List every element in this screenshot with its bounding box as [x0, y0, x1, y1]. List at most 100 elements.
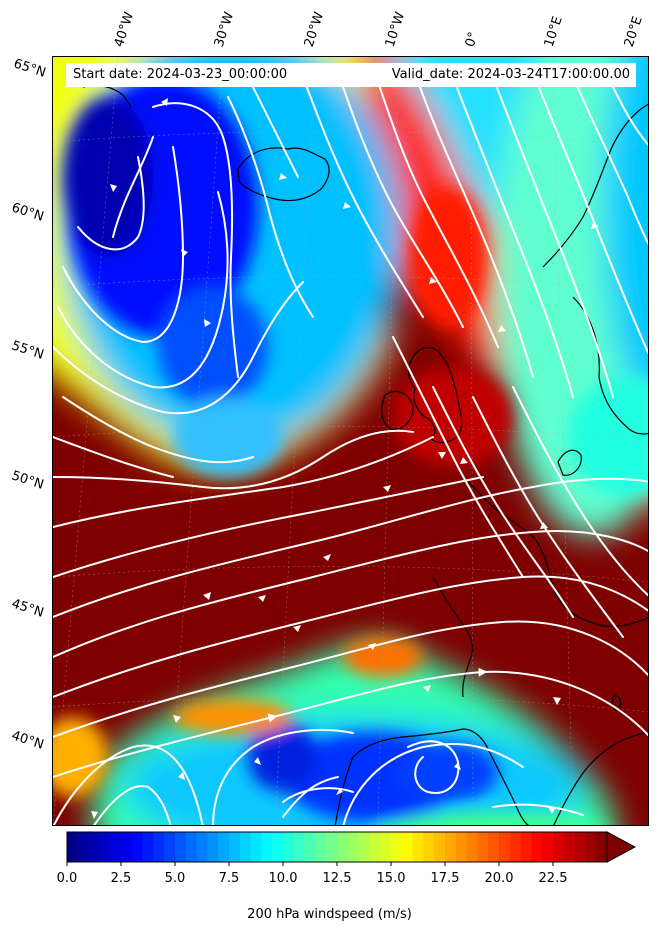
streamlines: [53, 66, 648, 825]
arrow: [383, 485, 391, 492]
streamline: [53, 436, 174, 478]
colorbar-segment: [531, 832, 543, 862]
colorbar-segment: [110, 832, 122, 862]
arrow: [323, 554, 331, 561]
colorbar-tick-label: 2.5: [110, 871, 132, 886]
colorbar-segment: [315, 832, 327, 862]
coastlines: [82, 84, 648, 825]
colorbar-segment: [542, 832, 554, 862]
colorbar-segment: [455, 832, 468, 862]
colorbar-tick-label: 0.0: [56, 871, 78, 886]
streamline: [337, 71, 464, 328]
streamline-arrows: [91, 98, 599, 819]
colorbar-segment: [585, 832, 597, 862]
longitude-label: 40°W: [111, 10, 138, 49]
colorbar-segment: [175, 832, 187, 862]
arrow: [540, 522, 548, 529]
latitude-label: 45°N: [9, 596, 46, 621]
arrow: [548, 807, 556, 814]
streamline: [53, 477, 648, 618]
streamline: [93, 785, 172, 825]
streamline: [252, 86, 299, 178]
colorbar-tick-label: 15.0: [376, 871, 406, 886]
streamline: [53, 620, 648, 738]
arrow: [438, 452, 446, 459]
date-header: Start date: 2024-03-23_00:00:00 Valid_da…: [66, 63, 636, 87]
colorbar-segment: [401, 832, 414, 862]
latitude-label: 60°N: [9, 200, 46, 225]
colorbar-segment: [153, 832, 165, 862]
arrow: [258, 595, 266, 602]
arrow: [91, 811, 98, 819]
arrow: [293, 625, 301, 632]
streamline: [62, 146, 185, 344]
streamline: [152, 102, 239, 378]
colorbar-segment: [99, 832, 111, 862]
europe-west-coast: [462, 476, 648, 627]
colorbar-segment: [283, 832, 295, 862]
colorbar-segment: [520, 832, 532, 862]
streamline: [112, 136, 154, 238]
arrow: [460, 457, 468, 464]
colorbar-segment: [88, 832, 100, 862]
colorbar-segment: [229, 832, 241, 862]
colorbar-label: 200 hPa windspeed (m/s): [247, 907, 412, 922]
arrow: [423, 685, 431, 692]
streamline: [342, 742, 524, 825]
colorbar-segment: [423, 832, 435, 862]
streamline: [612, 86, 648, 147]
colorbar-segment: [412, 832, 424, 862]
map-frame: [52, 56, 649, 826]
colorbar-segment: [574, 832, 586, 862]
longitude-label: 10°W: [382, 10, 409, 49]
denmark-coast: [557, 449, 582, 476]
arrow: [254, 757, 261, 765]
colorbar-extend-triangle: [606, 831, 637, 863]
norway-coast: [542, 103, 648, 268]
start-date-label: Start date: 2024-03-23_00:00:00: [73, 67, 288, 82]
streamline: [53, 744, 204, 825]
arrow: [161, 98, 168, 106]
sweden-coast: [572, 296, 648, 435]
arrow: [591, 222, 599, 229]
streamline: [407, 740, 460, 794]
colorbar-segment: [563, 832, 576, 862]
colorbar-segment: [337, 832, 349, 862]
colorbar-segment: [445, 832, 457, 862]
colorbar-segment: [391, 832, 403, 862]
colorbar-segment: [434, 832, 446, 862]
arrow: [553, 697, 561, 705]
colorbar-tick-label: 20.0: [484, 871, 514, 886]
streamline: [282, 787, 354, 803]
arrow: [429, 277, 437, 284]
arrow: [110, 184, 117, 192]
streamline: [57, 191, 229, 389]
streamline: [512, 386, 648, 597]
colorbar-segment: [358, 832, 370, 862]
colorbar-segment: [121, 832, 133, 862]
streamline: [53, 436, 434, 528]
streamline: [392, 336, 524, 578]
streamline: [227, 96, 314, 318]
arrow: [336, 788, 343, 795]
arrow: [173, 715, 181, 723]
colorbar-segment: [164, 832, 176, 862]
latitude-label: 65°N: [11, 56, 48, 81]
streamline: [212, 729, 354, 825]
mediterranean-coast: [553, 732, 648, 825]
colorbar-segment: [509, 832, 522, 862]
colorbar-segment: [131, 832, 144, 862]
streamline: [452, 76, 574, 398]
colorbar-segment: [499, 832, 511, 862]
longitude-label: 10°E: [541, 14, 566, 50]
colorbar-segment: [477, 832, 489, 862]
colorbar-segment: [369, 832, 381, 862]
streamline: [62, 396, 254, 464]
streamline: [372, 66, 499, 348]
colorbar-segment: [250, 832, 262, 862]
colorbar-tick-label: 5.0: [164, 871, 186, 886]
latitude-label: 50°N: [9, 468, 46, 493]
colorbar-segment: [77, 832, 90, 862]
colorbar-segment: [347, 832, 360, 862]
colorbar-segment: [239, 832, 252, 862]
